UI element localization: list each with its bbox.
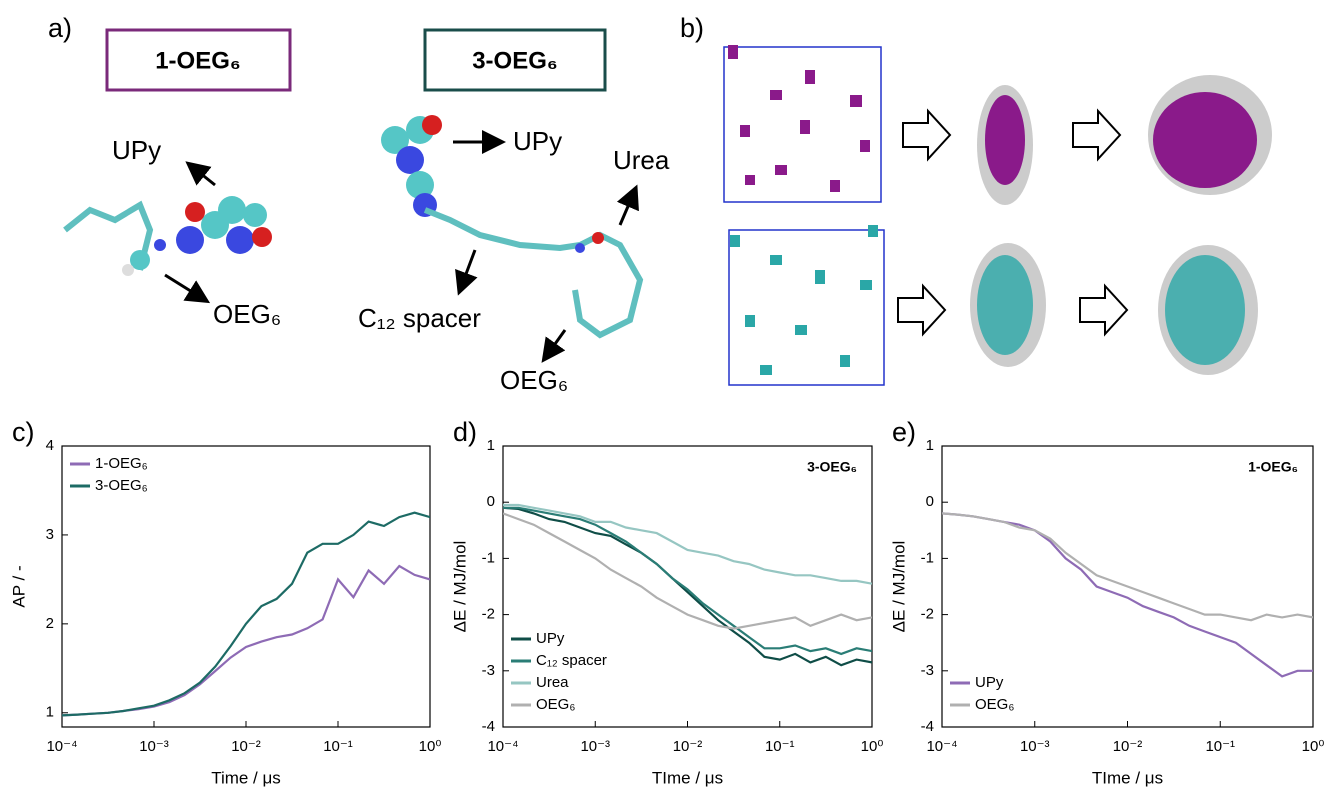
- molecule-3: [381, 115, 644, 339]
- legend-label: OEG₆: [975, 696, 1014, 713]
- x-tick-label: 10⁻³: [1020, 738, 1050, 755]
- annotation: 1-OEG₆: [1248, 459, 1298, 475]
- part-label: OEG₆: [500, 365, 568, 395]
- y-tick-label: -2: [921, 606, 934, 623]
- x-tick-label: 10⁻²: [1113, 738, 1143, 755]
- arrow: [541, 329, 567, 363]
- x-tick-label: 10⁻⁴: [926, 738, 957, 755]
- y-tick-label: 0: [926, 493, 934, 510]
- x-axis-title: TIme / μs: [652, 768, 723, 787]
- y-tick-label: 1: [487, 437, 495, 454]
- x-axis-title: Time / μs: [211, 768, 281, 787]
- x-tick-label: 10⁻³: [580, 738, 610, 755]
- y-tick-label: 1: [926, 437, 934, 454]
- series-line: [503, 512, 872, 630]
- annotation: 3-OEG₆: [807, 459, 857, 475]
- panel-label: b): [680, 13, 704, 43]
- legend-label: Urea: [536, 674, 569, 691]
- y-axis-title: AP / -: [9, 565, 28, 607]
- part-label: Urea: [613, 145, 670, 175]
- arrow: [164, 273, 211, 304]
- arrow: [616, 184, 639, 226]
- x-axis-title: TIme / μs: [1092, 768, 1163, 787]
- legend-label: C₁₂ spacer: [536, 652, 607, 669]
- series-line: [62, 564, 430, 717]
- molecule-name: 1-OEG₆: [155, 47, 241, 74]
- series-line: [942, 512, 1313, 678]
- series-line: [503, 506, 872, 656]
- legend-label: UPy: [975, 674, 1004, 691]
- panel-label: c): [12, 417, 35, 447]
- legend-label: OEG₆: [536, 696, 575, 713]
- x-tick-label: 10⁻¹: [323, 738, 353, 755]
- y-tick-label: -3: [921, 662, 934, 679]
- x-tick-label: 10⁻²: [673, 738, 703, 755]
- series-line: [62, 511, 430, 717]
- y-tick-label: 4: [46, 437, 54, 454]
- y-tick-label: -4: [482, 718, 495, 735]
- y-tick-label: 0: [487, 493, 495, 510]
- series-line: [503, 503, 872, 585]
- name-box: [105, 28, 292, 92]
- part-label: UPy: [513, 126, 562, 156]
- panel-label: e): [892, 417, 916, 447]
- y-tick-label: 1: [46, 704, 54, 721]
- y-tick-label: 2: [46, 615, 54, 632]
- legend-label: 3-OEG₆: [95, 477, 148, 494]
- x-tick-label: 10⁰: [1302, 738, 1325, 755]
- x-tick-label: 10⁻³: [139, 738, 169, 755]
- part-label: C₁₂ spacer: [358, 303, 481, 333]
- x-tick-label: 10⁻⁴: [487, 738, 518, 755]
- y-tick-label: -1: [482, 549, 495, 566]
- y-tick-label: -1: [921, 549, 934, 566]
- simulation-snapshots: [723, 45, 1272, 386]
- y-tick-label: 3: [46, 526, 54, 543]
- y-axis-title: ΔE / MJ/mol: [450, 541, 469, 633]
- series-line: [942, 512, 1313, 622]
- legend-label: UPy: [536, 630, 565, 647]
- legend-label: 1-OEG₆: [95, 455, 148, 472]
- y-tick-label: -4: [921, 718, 934, 735]
- molecule-name: 3-OEG₆: [472, 47, 558, 74]
- x-tick-label: 10⁰: [861, 738, 884, 755]
- y-tick-label: -2: [482, 606, 495, 623]
- arrow: [185, 161, 216, 187]
- x-tick-label: 10⁻⁴: [46, 738, 77, 755]
- part-label: UPy: [112, 135, 161, 165]
- y-axis-title: ΔE / MJ/mol: [889, 541, 908, 633]
- name-box: [423, 28, 607, 92]
- arrow: [455, 249, 478, 296]
- x-tick-label: 10⁻¹: [765, 738, 795, 755]
- x-tick-label: 10⁻¹: [1205, 738, 1235, 755]
- series-line: [503, 506, 872, 667]
- part-label: OEG₆: [213, 299, 281, 329]
- x-tick-label: 10⁻²: [231, 738, 261, 755]
- panel-label: a): [48, 13, 72, 43]
- y-tick-label: -3: [482, 662, 495, 679]
- molecule-1: [63, 196, 272, 276]
- x-tick-label: 10⁰: [419, 738, 442, 755]
- panel-label: d): [453, 417, 477, 447]
